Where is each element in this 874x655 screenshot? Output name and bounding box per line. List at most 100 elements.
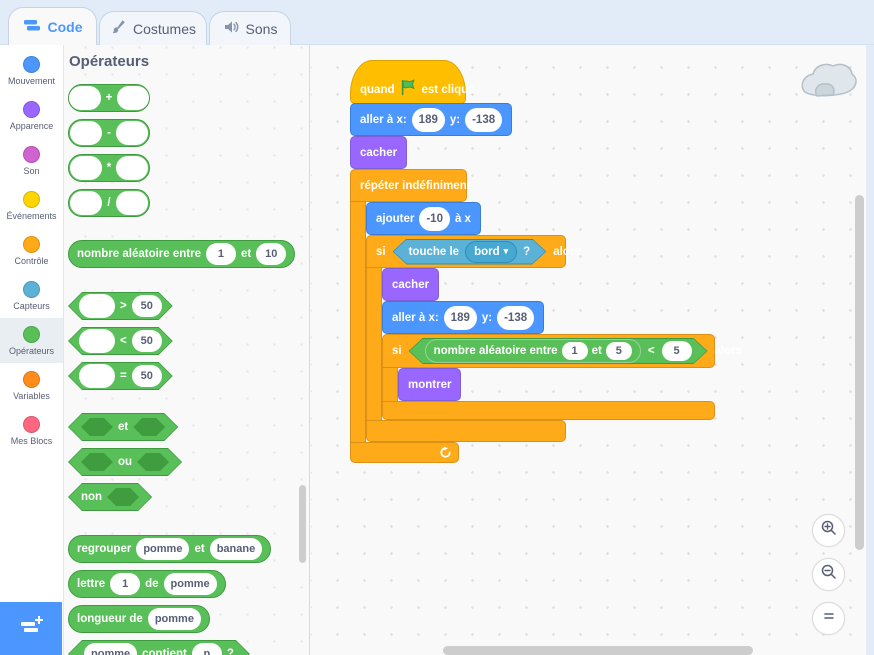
operand-input[interactable] xyxy=(115,191,148,215)
code-workspace[interactable]: quand est cliqué aller à x: 189 y: -138 … xyxy=(311,45,866,655)
operand-input[interactable] xyxy=(116,156,149,180)
block-label: répéter indéfiniment xyxy=(360,179,471,192)
value-input[interactable]: 5 xyxy=(606,342,632,360)
boolean-slot[interactable] xyxy=(81,418,113,436)
sidebar-item-apparence[interactable]: Apparence xyxy=(0,93,63,138)
value-input[interactable]: pomme xyxy=(136,538,190,560)
sidebar-item-evenements[interactable]: Événements xyxy=(0,183,63,228)
operator-sign: > xyxy=(120,300,127,312)
zoom-reset-button[interactable] xyxy=(812,602,845,635)
operand-input[interactable] xyxy=(115,121,148,145)
boolean-slot[interactable] xyxy=(107,488,139,506)
sidebar-item-mesblocs[interactable]: Mes Blocs xyxy=(0,408,63,453)
sidebar-item-controle[interactable]: Contrôle xyxy=(0,228,63,273)
palette-block-equals[interactable]: = 50 xyxy=(68,362,165,390)
script-block-hide-1[interactable]: cacher xyxy=(350,136,408,169)
value-input[interactable]: -10 xyxy=(419,206,450,231)
operand-input[interactable] xyxy=(79,294,115,318)
value-input[interactable]: pomme xyxy=(84,643,137,655)
palette-block-and[interactable]: et xyxy=(68,413,167,441)
if1-left-arm[interactable] xyxy=(366,268,382,420)
y-value-input[interactable]: -138 xyxy=(497,305,535,330)
script-block-change-x[interactable]: ajouter -10 à x xyxy=(366,202,481,235)
boolean-slot[interactable] xyxy=(137,453,169,471)
workspace-vertical-scrollbar[interactable] xyxy=(855,195,864,550)
value-input[interactable]: 50 xyxy=(132,330,162,352)
palette-block-letter-of[interactable]: lettre 1 de pomme xyxy=(68,570,226,598)
sidebar-item-operateurs[interactable]: Opérateurs xyxy=(0,318,63,363)
value-input[interactable]: banane xyxy=(209,538,263,560)
block-label: nombre aléatoire entre xyxy=(433,345,558,357)
sidebar-item-mouvement[interactable]: Mouvement xyxy=(0,48,63,93)
value-input[interactable]: 1 xyxy=(205,243,236,265)
value-input[interactable]: 50 xyxy=(132,365,162,387)
sidebar-item-capteurs[interactable]: Capteurs xyxy=(0,273,63,318)
tab-costumes[interactable]: Costumes xyxy=(99,11,207,45)
if2-bottom-bar[interactable] xyxy=(382,401,715,420)
palette-block-length-of[interactable]: longueur de pomme xyxy=(68,605,210,633)
palette-scrollbar[interactable] xyxy=(299,485,306,563)
boolean-slot[interactable] xyxy=(81,453,113,471)
script-block-hide-2[interactable]: cacher xyxy=(382,268,440,301)
palette-block-not[interactable]: non xyxy=(68,483,148,511)
block-label: ou xyxy=(118,456,133,468)
palette-block-contains[interactable]: pomme contient p ? xyxy=(68,640,250,655)
palette-block-less-than[interactable]: < 50 xyxy=(68,327,165,355)
operand-input[interactable] xyxy=(70,191,103,215)
value-input[interactable]: pomme xyxy=(163,573,217,595)
add-extension-button[interactable] xyxy=(0,602,62,655)
if2-left-arm[interactable] xyxy=(382,368,398,401)
palette-block-multiply[interactable]: * xyxy=(68,154,150,182)
if1-bottom-bar[interactable] xyxy=(366,420,566,442)
operand-input[interactable] xyxy=(68,86,101,110)
forever-left-arm[interactable] xyxy=(350,202,366,442)
block-label: si xyxy=(376,245,386,258)
palette-block-subtract[interactable]: - xyxy=(68,119,150,147)
block-label: cacher xyxy=(360,146,398,159)
palette-header: Opérateurs xyxy=(69,53,150,70)
forever-bottom-bar[interactable] xyxy=(350,442,459,463)
value-input[interactable]: 5 xyxy=(662,341,692,361)
value-input[interactable]: pomme xyxy=(147,608,201,630)
palette-block-divide[interactable]: / xyxy=(68,189,150,217)
operand-input[interactable] xyxy=(79,364,115,388)
value-input[interactable]: 50 xyxy=(132,295,162,317)
operand-input[interactable] xyxy=(79,329,115,353)
script-block-if-random[interactable]: si nombre aléatoire entre 1 et 5 < 5 alo… xyxy=(382,334,742,368)
x-value-input[interactable]: 189 xyxy=(443,305,477,330)
tab-sons[interactable]: Sons xyxy=(209,11,291,45)
boolean-slot[interactable] xyxy=(133,418,165,436)
palette-block-join[interactable]: regrouper pomme et banane xyxy=(68,535,272,563)
value-input[interactable]: p xyxy=(192,643,222,655)
zoom-out-button[interactable] xyxy=(812,558,845,591)
workspace-horizontal-scrollbar[interactable] xyxy=(443,646,753,655)
operator-sign: + xyxy=(105,92,113,104)
palette-block-random[interactable]: nombre aléatoire entre 1 et 10 xyxy=(68,240,296,268)
touching-edge-condition[interactable]: touche le bord ▾ ? xyxy=(393,239,547,265)
script-block-show[interactable]: montrer xyxy=(398,368,462,401)
operand-input[interactable] xyxy=(117,86,150,110)
operand-input[interactable] xyxy=(70,121,103,145)
loop-arrow-icon xyxy=(439,446,452,459)
x-value-input[interactable]: 189 xyxy=(411,107,445,132)
zoom-in-button[interactable] xyxy=(812,514,845,547)
operand-input[interactable] xyxy=(69,156,102,180)
palette-block-add[interactable]: + xyxy=(68,84,150,112)
y-value-input[interactable]: -138 xyxy=(465,107,503,132)
script-block-forever[interactable]: répéter indéfiniment xyxy=(350,169,471,202)
script-block-goto-xy-2[interactable]: aller à x: 189 y: -138 xyxy=(382,301,545,334)
sidebar-item-variables[interactable]: Variables xyxy=(0,363,63,408)
palette-block-or[interactable]: ou xyxy=(68,448,167,476)
edge-dropdown[interactable]: bord ▾ xyxy=(465,241,517,263)
random-number-reporter[interactable]: nombre aléatoire entre 1 et 5 xyxy=(425,339,641,363)
script-block-when-flag-clicked[interactable]: quand est cliqué xyxy=(350,60,475,104)
palette-block-greater-than[interactable]: > 50 xyxy=(68,292,165,320)
script-block-goto-xy-1[interactable]: aller à x: 189 y: -138 xyxy=(350,103,513,136)
value-input[interactable]: 1 xyxy=(110,573,141,595)
tab-code[interactable]: Code xyxy=(8,7,97,45)
value-input[interactable]: 1 xyxy=(562,342,588,360)
random-less-than-condition[interactable]: nombre aléatoire entre 1 et 5 < 5 xyxy=(409,338,708,364)
script-block-if-touching-edge[interactable]: si touche le bord ▾ ? alors xyxy=(366,235,581,268)
sidebar-item-son[interactable]: Son xyxy=(0,138,63,183)
value-input[interactable]: 10 xyxy=(256,243,287,265)
